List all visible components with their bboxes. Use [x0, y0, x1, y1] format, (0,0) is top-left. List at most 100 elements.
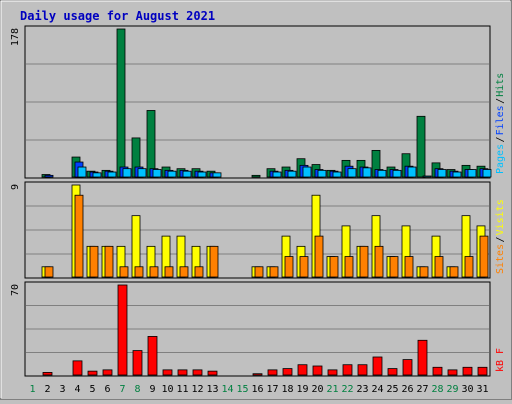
- day-label-12: 12: [191, 384, 203, 395]
- day-label-14: 14: [221, 384, 233, 395]
- bar-kb-f-day-22: [342, 364, 353, 376]
- bar-sites-day-4: [74, 194, 84, 278]
- bar-sites-day-19: [299, 256, 309, 278]
- bar-pages-day-25: [392, 169, 402, 178]
- bar-sites-day-30: [464, 256, 474, 278]
- bar-sites-day-13: [209, 245, 219, 278]
- day-label-25: 25: [386, 384, 398, 395]
- bar-pages-day-28: [437, 169, 447, 178]
- bar-sites-day-9: [149, 266, 159, 278]
- day-label-11: 11: [176, 384, 188, 395]
- bar-pages-day-23: [362, 167, 372, 178]
- legend-separator: /: [495, 236, 506, 242]
- bar-pages-day-17: [272, 171, 282, 178]
- legend-visits-sites: Sites /Visits: [495, 199, 506, 274]
- legend-hits-files-pages: Pages/Files/Hits: [495, 73, 506, 174]
- bar-kb-f-day-10: [162, 369, 173, 376]
- series-pages: [77, 166, 492, 178]
- series-sites: [44, 194, 489, 278]
- bar-kb-f-day-7: [117, 284, 128, 376]
- x-axis-day-labels: 1 2 3 4 5 6 7 8 9 10 11 12 13 14 15 16 17 18 19 20 21 22 23 24 2…: [29, 384, 488, 395]
- bar-pages-day-6: [107, 171, 117, 178]
- y-max-label: 178: [10, 28, 21, 46]
- bar-kb-f-day-27: [417, 339, 428, 376]
- day-label-22: 22: [341, 384, 353, 395]
- day-label-20: 20: [311, 384, 323, 395]
- legend-kb-f: kB F: [495, 348, 506, 372]
- legend-kbytes: kB F: [495, 348, 506, 372]
- bar-sites-day-6: [104, 245, 114, 278]
- day-label-13: 13: [206, 384, 218, 395]
- bar-pages-day-26: [407, 166, 417, 178]
- bar-sites-day-16: [254, 266, 264, 278]
- bar-kb-f-day-18: [282, 368, 293, 376]
- bar-kb-f-day-21: [327, 369, 338, 376]
- bar-pages-day-5: [92, 172, 102, 178]
- bar-pages-day-19: [302, 166, 312, 178]
- day-label-3: 3: [59, 384, 65, 395]
- legend-files: Files: [495, 105, 506, 135]
- bar-pages-day-7: [122, 168, 132, 178]
- bar-sites-day-18: [284, 256, 294, 278]
- legend-separator: /: [495, 136, 506, 142]
- day-label-28: 28: [431, 384, 443, 395]
- bar-kb-f-day-17: [267, 369, 278, 376]
- bar-sites-day-20: [314, 235, 324, 278]
- day-label-9: 9: [149, 384, 155, 395]
- bar-kb-f-day-5: [87, 370, 98, 376]
- day-label-5: 5: [89, 384, 95, 395]
- day-label-8: 8: [134, 384, 140, 395]
- bar-pages-day-4: [77, 166, 87, 178]
- bar-hits-day-16: [251, 174, 261, 178]
- day-label-15: 15: [236, 384, 248, 395]
- bar-kb-f-day-9: [147, 336, 158, 376]
- chart-title: Daily usage for August 2021: [20, 9, 215, 23]
- day-label-1: 1: [29, 384, 35, 395]
- day-label-10: 10: [161, 384, 173, 395]
- bar-pages-day-18: [287, 170, 297, 178]
- bar-kb-f-day-31: [477, 366, 488, 376]
- bar-sites-day-26: [404, 256, 414, 278]
- day-label-4: 4: [74, 384, 80, 395]
- bar-kb-f-day-11: [177, 369, 188, 376]
- bar-pages-day-24: [377, 169, 387, 178]
- bar-kb-f-day-29: [447, 369, 458, 376]
- bar-sites-day-27: [419, 266, 429, 278]
- bar-kb-f-day-6: [102, 369, 113, 376]
- bar-pages-day-31: [482, 169, 492, 178]
- bar-pages-day-8: [137, 168, 147, 178]
- bar-hits-day-9: [146, 110, 156, 178]
- bar-sites-day-12: [194, 266, 204, 278]
- day-label-31: 31: [476, 384, 488, 395]
- bar-kb-f-day-24: [372, 356, 383, 376]
- day-label-30: 30: [461, 384, 473, 395]
- bar-pages-day-29: [452, 171, 462, 178]
- bar-sites-day-7: [119, 266, 129, 278]
- bar-sites-day-22: [344, 256, 354, 278]
- bar-kb-f-day-26: [402, 359, 413, 376]
- bar-pages-day-30: [467, 169, 477, 178]
- day-label-27: 27: [416, 384, 428, 395]
- bar-kb-f-day-16: [252, 373, 263, 376]
- bar-sites-day-2: [44, 266, 54, 278]
- y-max-label: 9: [10, 184, 21, 190]
- legend-hits: Hits: [495, 73, 506, 97]
- bar-hits-day-7: [116, 28, 126, 178]
- bar-sites-day-28: [434, 256, 444, 278]
- panel-kbytes: 70 kB F: [10, 281, 506, 377]
- bar-pages-day-10: [167, 170, 177, 178]
- legend-visits: Visits: [495, 199, 506, 235]
- bar-kb-f-day-23: [357, 364, 368, 376]
- bar-kb-f-day-28: [432, 366, 443, 376]
- bar-pages-day-27: [422, 175, 432, 178]
- bar-sites-day-21: [329, 256, 339, 278]
- bar-pages-day-9: [152, 169, 162, 178]
- panel-visits-sites: 9 Sites /Visits: [10, 181, 506, 279]
- day-label-6: 6: [104, 384, 110, 395]
- bar-kb-f-day-8: [132, 350, 143, 376]
- day-label-2: 2: [44, 384, 50, 395]
- bar-hits-day-27: [416, 115, 426, 178]
